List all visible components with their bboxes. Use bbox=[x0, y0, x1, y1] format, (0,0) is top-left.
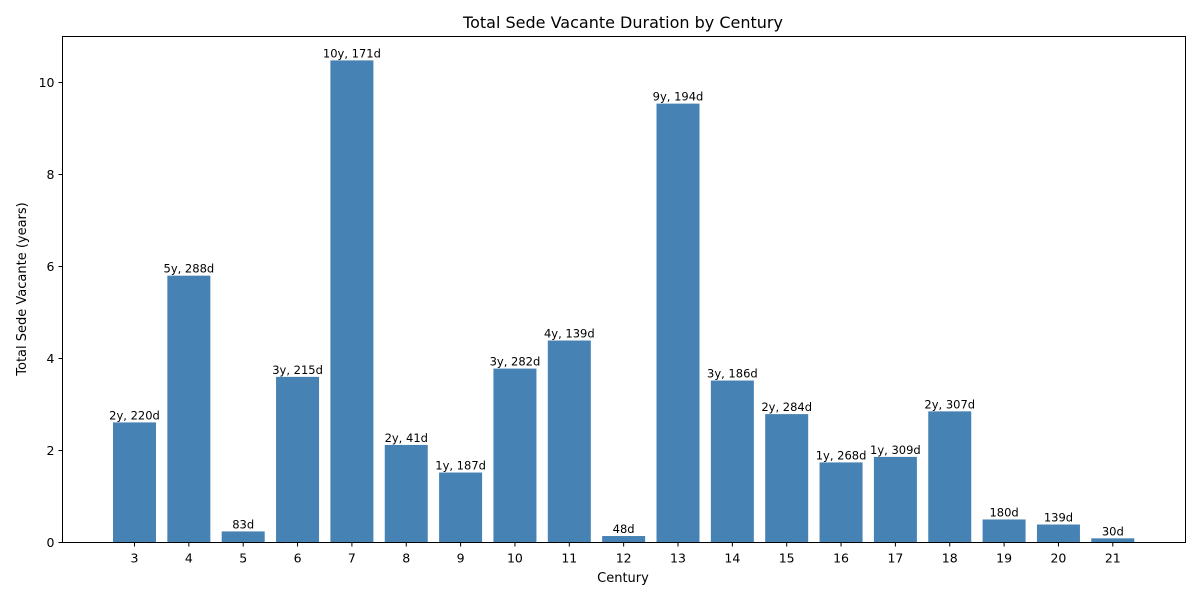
bar-century-19 bbox=[982, 519, 1026, 542]
x-tick-label: 6 bbox=[294, 551, 302, 566]
bar-century-11 bbox=[547, 340, 591, 542]
bar-value-label: 10y, 171d bbox=[323, 46, 381, 60]
bar-value-label: 9y, 194d bbox=[653, 90, 704, 104]
y-tick-label: 4 bbox=[47, 351, 55, 366]
x-tick-label: 7 bbox=[348, 551, 356, 566]
x-tick-label: 4 bbox=[185, 551, 193, 566]
bar-century-9 bbox=[439, 472, 483, 542]
bars-group bbox=[113, 60, 1135, 543]
bar-century-15 bbox=[765, 414, 809, 542]
plot-frame bbox=[62, 36, 1186, 543]
x-tick-label: 15 bbox=[779, 551, 795, 566]
x-tick-label: 13 bbox=[670, 551, 686, 566]
bar-century-7 bbox=[330, 60, 374, 542]
bar-century-3 bbox=[113, 422, 156, 542]
bar-value-label: 1y, 187d bbox=[435, 459, 486, 473]
bar-value-label: 3y, 282d bbox=[490, 355, 541, 369]
bar-century-20 bbox=[1036, 524, 1080, 542]
x-tick-label: 16 bbox=[833, 551, 849, 566]
x-axis: 3 4 5 6 7 8 9 10 11 12 13 14 15 16 17 18 19 20 21 bbox=[131, 542, 1121, 566]
x-tick-label: 12 bbox=[616, 551, 632, 566]
y-tick-label: 0 bbox=[47, 535, 55, 550]
x-tick-label: 14 bbox=[724, 551, 740, 566]
bar-value-label: 1y, 268d bbox=[816, 448, 867, 462]
bar-value-label: 5y, 288d bbox=[164, 262, 215, 276]
chart-title: Total Sede Vacante Duration by Century bbox=[462, 13, 783, 32]
bar-value-label: 83d bbox=[232, 517, 254, 531]
x-tick-label: 5 bbox=[239, 551, 247, 566]
bar-value-label: 3y, 186d bbox=[707, 367, 758, 381]
bar-century-17 bbox=[873, 456, 917, 542]
bar-century-16 bbox=[819, 462, 863, 542]
bar-century-12 bbox=[602, 536, 646, 542]
bar-century-14 bbox=[710, 380, 754, 542]
x-tick-label: 21 bbox=[1105, 551, 1121, 566]
x-axis-label: Century bbox=[597, 571, 649, 586]
bar-century-5 bbox=[221, 531, 265, 542]
x-tick-label: 3 bbox=[131, 551, 139, 566]
bar-value-label: 2y, 284d bbox=[761, 400, 812, 414]
bar-labels-group: 2y, 220d 5y, 288d 83d 3y, 215d 10y, 171d 2y, … bbox=[109, 46, 1124, 538]
bar-value-label: 30d bbox=[1102, 524, 1124, 538]
bar-century-10 bbox=[493, 368, 537, 542]
bar-value-label: 2y, 307d bbox=[924, 397, 975, 411]
x-tick-label: 20 bbox=[1050, 551, 1066, 566]
bar-century-18 bbox=[928, 411, 972, 542]
bar-century-8 bbox=[384, 444, 428, 542]
bar-century-13 bbox=[656, 103, 700, 543]
bar-value-label: 139d bbox=[1044, 511, 1073, 525]
y-axis: 0 2 4 6 8 10 bbox=[39, 75, 63, 550]
bar-century-6 bbox=[276, 376, 320, 542]
bar-value-label: 3y, 215d bbox=[272, 363, 323, 377]
x-tick-label: 8 bbox=[402, 551, 410, 566]
bar-value-label: 2y, 41d bbox=[385, 431, 428, 445]
x-tick-label: 19 bbox=[996, 551, 1012, 566]
y-tick-label: 2 bbox=[47, 443, 55, 458]
bar-value-label: 1y, 309d bbox=[870, 443, 921, 457]
x-tick-label: 17 bbox=[887, 551, 903, 566]
bar-century-4 bbox=[167, 275, 211, 542]
x-tick-label: 18 bbox=[942, 551, 958, 566]
bar-value-label: 48d bbox=[613, 522, 635, 536]
bar-century-21 bbox=[1091, 538, 1135, 542]
y-tick-label: 8 bbox=[47, 167, 55, 182]
x-tick-label: 11 bbox=[561, 551, 577, 566]
y-axis-label: Total Sede Vacante (years) bbox=[15, 202, 30, 376]
bar-value-label: 180d bbox=[989, 505, 1018, 519]
bar-value-label: 4y, 139d bbox=[544, 327, 595, 341]
x-tick-label: 9 bbox=[457, 551, 465, 566]
bar-value-label: 2y, 220d bbox=[109, 408, 160, 422]
y-tick-label: 6 bbox=[47, 259, 55, 274]
x-tick-label: 10 bbox=[507, 551, 523, 566]
y-tick-label: 10 bbox=[39, 75, 55, 90]
